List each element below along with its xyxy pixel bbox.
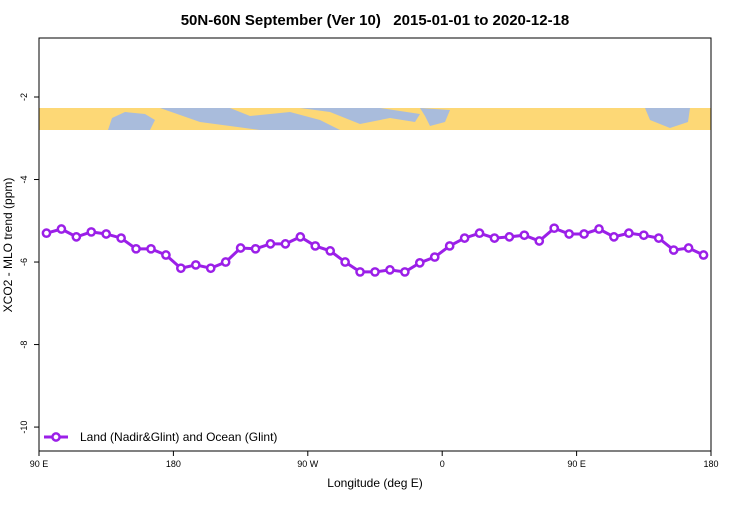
y-tick-label: -6 [19,258,29,266]
data-point [594,224,604,234]
x-tick-label: 0 [440,459,445,469]
data-point [609,232,619,242]
data-point [624,228,634,239]
data-point [131,243,141,254]
y-tick-label: -2 [19,93,29,101]
x-tick-label: 180 [703,459,718,469]
data-point [564,229,574,239]
data-point [205,263,216,274]
data-point [668,245,679,255]
data-point [414,258,425,268]
map-band [39,108,711,130]
data-point [489,233,500,243]
data-point [474,228,485,239]
data-point [400,267,410,277]
data-point [340,257,350,267]
data-point [161,250,171,260]
data-point [116,233,126,243]
data-point [549,223,560,234]
data-point [638,230,649,241]
data-point [71,232,82,242]
y-tick-label: -8 [19,341,29,349]
chart-title: 50N-60N September (Ver 10) 2015-01-01 to… [181,12,570,29]
data-point [429,252,440,262]
data-point [190,260,201,270]
data-point [86,227,97,237]
data-point [41,228,52,239]
data-point [504,232,515,242]
x-tick-label: 90 E [30,459,49,469]
data-point [355,267,365,277]
data-point [653,233,664,243]
data-point [250,243,261,254]
data-point [519,230,530,241]
legend-marker [51,432,61,442]
y-axis-label: XCO2 - MLO trend (ppm) [1,178,15,313]
series-line [46,226,705,274]
data-point [310,241,321,251]
x-tick-label: 90 E [567,459,586,469]
data-point [265,239,276,249]
data-point [176,263,186,274]
x-tick-label: 90 W [297,459,319,469]
data-point [444,241,455,251]
data-point [698,250,709,260]
data-point [370,267,380,277]
x-axis-label: Longitude (deg E) [327,476,422,490]
data-point [534,236,545,246]
plot-frame [38,37,712,452]
data-point [220,257,231,267]
data-point [295,232,306,242]
data-point [146,243,156,254]
data-point [280,239,291,249]
data-point [235,243,246,253]
data-point [459,233,470,243]
y-tick-label: -4 [19,176,29,184]
data-point [325,246,336,256]
data-point [101,229,112,239]
y-tick-label: -10 [19,421,29,434]
data-point [579,229,589,239]
data-point [683,243,694,253]
x-tick-label: 180 [166,459,181,469]
legend-label: Land (Nadir&Glint) and Ocean (Glint) [80,430,277,444]
data-point [56,224,67,234]
data-point [385,265,395,275]
